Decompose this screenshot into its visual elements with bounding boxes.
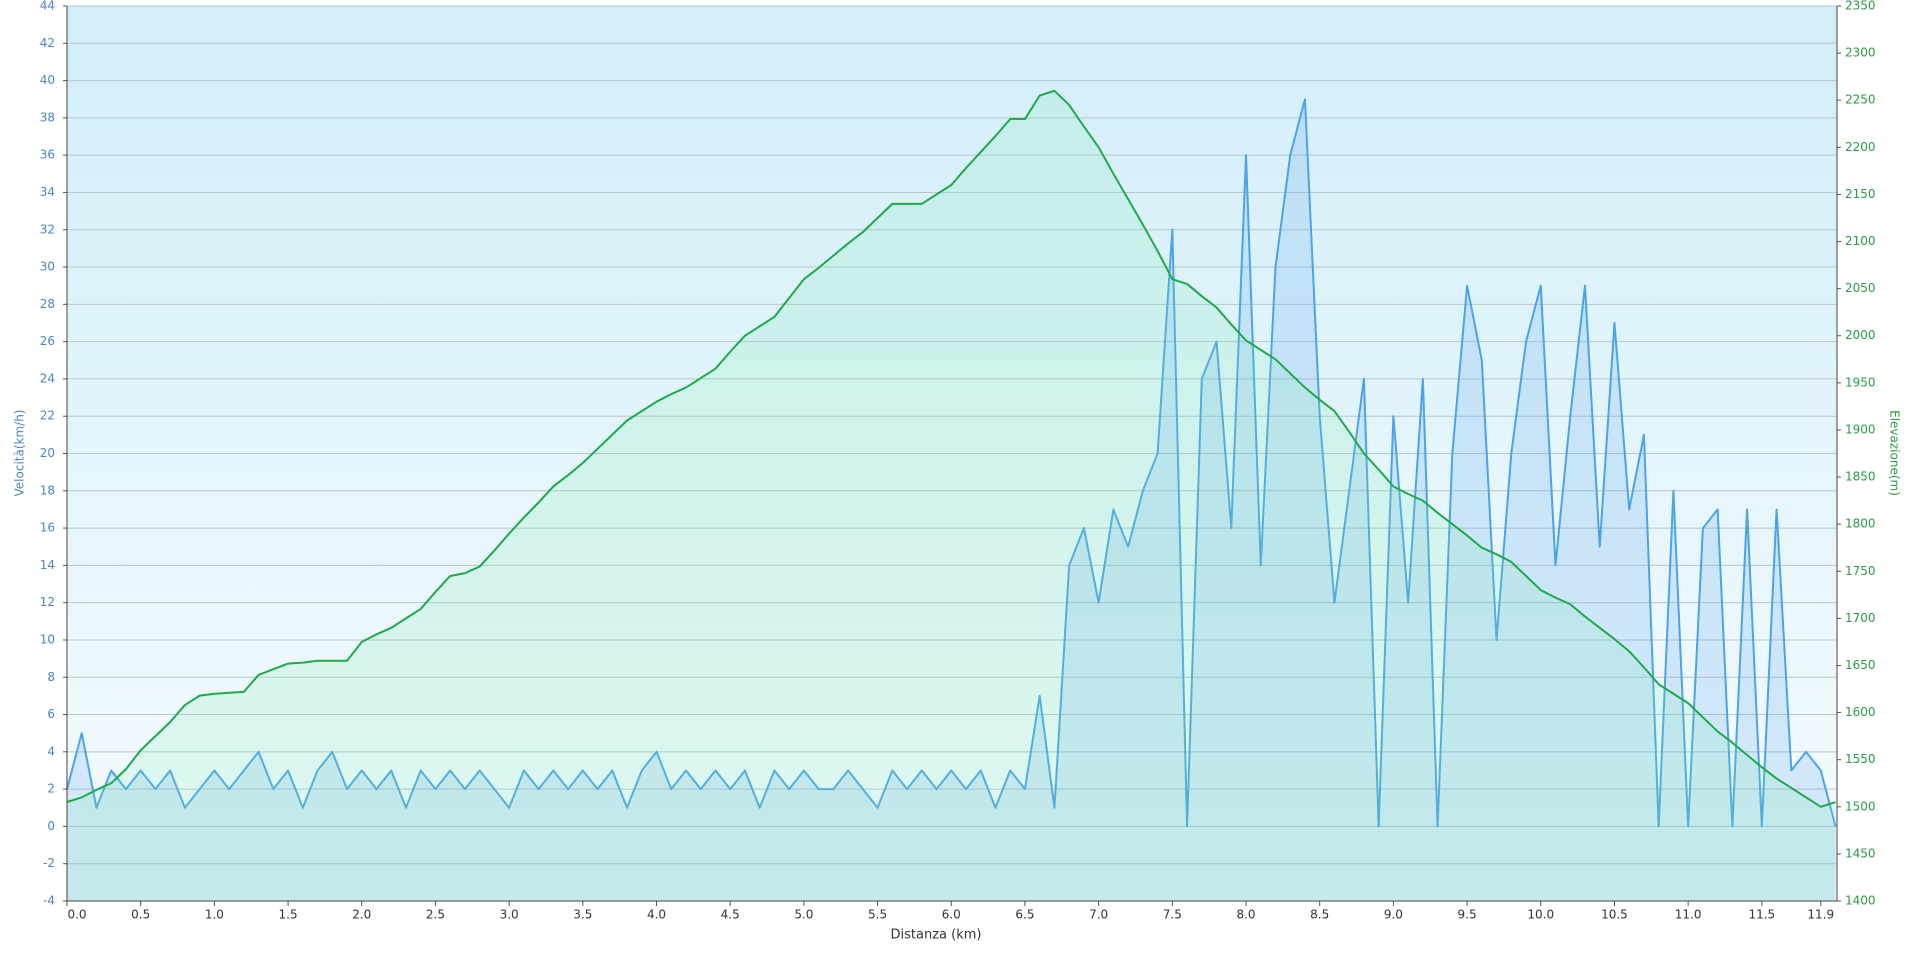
- y2-tick-label: 1950: [1845, 375, 1876, 389]
- x-tick-label: 3.0: [500, 908, 519, 922]
- y-tick-label: 24: [40, 371, 55, 385]
- x-tick-label: 5.0: [794, 908, 813, 922]
- x-tick-label: 10.5: [1601, 908, 1628, 922]
- y-tick-label: -2: [43, 856, 55, 870]
- y-tick-label: 14: [40, 558, 55, 572]
- y-tick-label: 6: [47, 707, 55, 721]
- y-tick-label: 4: [47, 744, 55, 758]
- y-tick-label: 40: [40, 73, 55, 87]
- x-tick-label: 11.5: [1748, 908, 1775, 922]
- line: [66, 98, 1837, 828]
- area: [67, 90, 1836, 901]
- y2-tick-label: 2350: [1845, 0, 1876, 13]
- y-tick-label: 0: [47, 819, 55, 833]
- y-tick-label: 16: [40, 521, 55, 535]
- x-tick-label: 4.0: [647, 908, 666, 922]
- y-tick-label: 30: [40, 260, 55, 274]
- y2-tick-label: 1750: [1845, 564, 1876, 578]
- y-tick-label: 26: [40, 334, 55, 348]
- y-tick-label: 32: [40, 222, 55, 236]
- y-tick-label: 44: [40, 0, 55, 13]
- y-tick-label: 20: [40, 446, 55, 460]
- x-tick-label: 11.9: [1807, 908, 1834, 922]
- axes: -4-2024681012141618202224262830323436384…: [40, 0, 1876, 922]
- y2-tick-label: 1400: [1845, 894, 1876, 908]
- y-tick-label: 10: [40, 632, 55, 646]
- x-tick-label: 1.0: [205, 908, 224, 922]
- y2-tick-label: 1800: [1845, 517, 1876, 531]
- x-tick-label: 5.5: [868, 908, 887, 922]
- y2-tick-label: 1500: [1845, 799, 1876, 813]
- area: [67, 99, 1836, 901]
- y-tick-label: 12: [40, 595, 55, 609]
- x-tick-label: 11.0: [1675, 908, 1702, 922]
- y2-tick-label: 2150: [1845, 187, 1876, 201]
- series-layer: [66, 89, 1837, 901]
- y2-tick-label: 1650: [1845, 658, 1876, 672]
- y-tick-label: 22: [40, 409, 55, 423]
- x-tick-label: 2.0: [352, 908, 371, 922]
- y-tick-label: 36: [40, 148, 55, 162]
- x-axis-title: Distanza (km): [891, 928, 982, 943]
- y2-tick-label: 2100: [1845, 234, 1876, 248]
- x-tick-label: 1.5: [279, 908, 298, 922]
- x-tick-label: 8.0: [1236, 908, 1255, 922]
- x-tick-label: 0.5: [131, 908, 150, 922]
- y-tick-label: -4: [43, 894, 55, 908]
- y-tick-label: 18: [40, 483, 55, 497]
- y2-tick-label: 1900: [1845, 422, 1876, 436]
- y-tick-label: 38: [40, 110, 55, 124]
- y2-tick-label: 2050: [1845, 281, 1876, 295]
- x-tick-label: 2.5: [426, 908, 445, 922]
- y2-tick-label: 2300: [1845, 46, 1876, 60]
- y-tick-label: 42: [40, 36, 55, 50]
- x-tick-label: 0.0: [67, 908, 86, 922]
- y2-tick-label: 1600: [1845, 705, 1876, 719]
- x-tick-label: 7.0: [1089, 908, 1108, 922]
- x-tick-label: 6.5: [1015, 908, 1034, 922]
- y2-tick-label: 2200: [1845, 140, 1876, 154]
- x-tick-label: 7.5: [1163, 908, 1182, 922]
- x-tick-label: 3.5: [573, 908, 592, 922]
- line: [66, 89, 1836, 808]
- x-tick-label: 4.5: [721, 908, 740, 922]
- y2-tick-label: 1850: [1845, 470, 1876, 484]
- y2-tick-label: 2250: [1845, 93, 1876, 107]
- y-tick-label: 34: [40, 185, 55, 199]
- grid: [67, 5, 1837, 902]
- x-tick-label: 9.5: [1458, 908, 1477, 922]
- y-axis-title: Velocità(km/h): [13, 410, 27, 497]
- x-tick-label: 9.0: [1384, 908, 1403, 922]
- y2-tick-label: 2000: [1845, 328, 1876, 342]
- y-tick-label: 2: [47, 782, 55, 796]
- x-tick-label: 10.0: [1527, 908, 1554, 922]
- y-tick-label: 28: [40, 297, 55, 311]
- y2-tick-label: 1550: [1845, 752, 1876, 766]
- y2-tick-label: 1450: [1845, 846, 1876, 860]
- x-tick-label: 8.5: [1310, 908, 1329, 922]
- x-tick-label: 6.0: [942, 908, 961, 922]
- y2-tick-label: 1700: [1845, 611, 1876, 625]
- y-tick-label: 8: [47, 670, 55, 684]
- y2-axis-title: Elevazione(m): [1888, 410, 1902, 496]
